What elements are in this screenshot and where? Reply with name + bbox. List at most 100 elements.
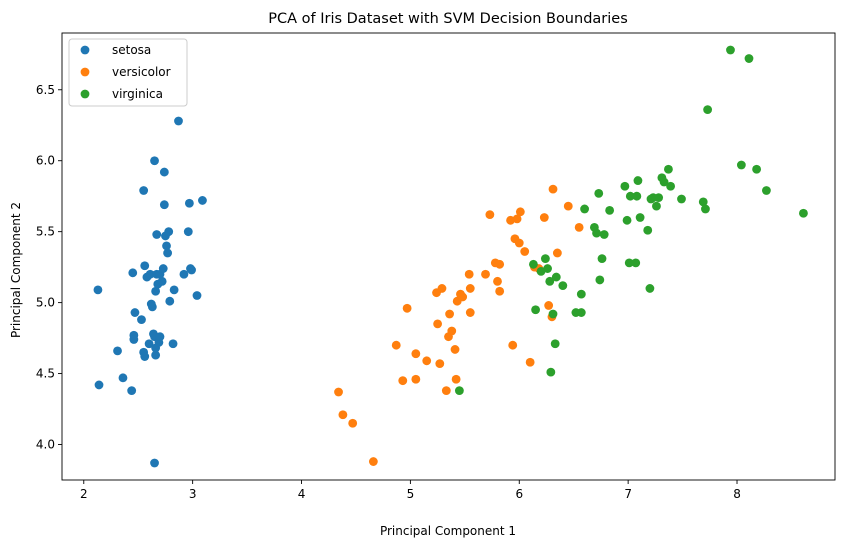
data-point-setosa bbox=[159, 167, 169, 177]
data-point-virginica bbox=[592, 228, 601, 238]
x-tick-label: 3 bbox=[189, 487, 197, 501]
data-point-virginica bbox=[645, 284, 655, 293]
data-point-virginica bbox=[597, 254, 607, 264]
data-point-versicolor bbox=[411, 374, 421, 384]
data-point-setosa bbox=[130, 308, 140, 317]
data-point-setosa bbox=[184, 198, 194, 208]
legend-label-versicolor: versicolor bbox=[112, 65, 171, 79]
y-tick-label: 4.5 bbox=[36, 367, 55, 381]
series-virginica bbox=[454, 45, 808, 395]
data-point-virginica bbox=[752, 164, 762, 174]
data-point-setosa bbox=[113, 346, 122, 356]
data-point-virginica bbox=[799, 208, 808, 218]
data-point-virginica bbox=[726, 45, 735, 55]
data-point-virginica bbox=[701, 204, 710, 214]
data-point-versicolor bbox=[506, 215, 515, 225]
data-point-virginica bbox=[454, 386, 464, 395]
data-point-virginica bbox=[551, 272, 561, 282]
data-point-versicolor bbox=[548, 184, 558, 194]
data-point-setosa bbox=[93, 285, 103, 295]
data-point-virginica bbox=[654, 193, 664, 203]
data-point-virginica bbox=[558, 281, 568, 290]
data-point-versicolor bbox=[552, 248, 562, 258]
data-point-versicolor bbox=[464, 269, 474, 279]
data-point-virginica bbox=[546, 367, 556, 377]
data-point-virginica bbox=[677, 194, 686, 204]
data-point-virginica bbox=[652, 201, 661, 211]
data-point-virginica bbox=[635, 213, 645, 222]
data-point-virginica bbox=[550, 339, 560, 349]
data-point-versicolor bbox=[422, 356, 432, 366]
data-point-setosa bbox=[174, 116, 183, 126]
data-point-setosa bbox=[165, 296, 175, 306]
data-point-virginica bbox=[633, 176, 643, 185]
data-point-versicolor bbox=[338, 410, 348, 420]
data-point-setosa bbox=[151, 350, 161, 360]
data-point-virginica bbox=[529, 259, 538, 269]
data-point-versicolor bbox=[391, 340, 401, 350]
x-tick-label: 8 bbox=[733, 487, 741, 501]
legend-marker-versicolor bbox=[80, 67, 90, 77]
data-point-versicolor bbox=[348, 418, 358, 428]
data-point-virginica bbox=[736, 160, 746, 170]
data-point-virginica bbox=[599, 230, 609, 239]
data-point-versicolor bbox=[539, 213, 549, 222]
data-point-virginica bbox=[622, 215, 632, 225]
data-point-setosa bbox=[164, 227, 174, 237]
data-point-setosa bbox=[129, 335, 139, 344]
data-point-virginica bbox=[698, 197, 708, 207]
legend-marker-virginica bbox=[80, 89, 90, 99]
data-point-virginica bbox=[762, 186, 771, 195]
data-point-setosa bbox=[159, 200, 169, 210]
x-tick-label: 4 bbox=[298, 487, 306, 501]
legend-label-setosa: setosa bbox=[112, 43, 151, 57]
data-point-virginica bbox=[548, 309, 558, 319]
data-point-setosa bbox=[127, 386, 137, 395]
y-axis-label: Principal Component 2 bbox=[9, 202, 23, 338]
data-point-virginica bbox=[545, 276, 555, 286]
legend-label-virginica: virginica bbox=[112, 87, 163, 101]
data-point-versicolor bbox=[465, 308, 475, 317]
x-axis: 2 3 4 5 6 7 8 bbox=[80, 480, 741, 501]
y-tick-label: 4.0 bbox=[36, 438, 55, 452]
data-point-virginica bbox=[625, 191, 635, 201]
y-tick-label: 5.0 bbox=[36, 296, 55, 310]
data-point-setosa bbox=[150, 458, 159, 468]
data-point-setosa bbox=[162, 241, 171, 251]
y-tick-label: 6.5 bbox=[36, 83, 55, 97]
data-point-virginica bbox=[620, 181, 630, 191]
data-point-setosa bbox=[144, 339, 154, 349]
data-point-setosa bbox=[152, 230, 162, 239]
data-point-versicolor bbox=[481, 269, 490, 279]
data-point-versicolor bbox=[402, 303, 412, 313]
data-point-versicolor bbox=[445, 309, 454, 319]
data-point-virginica bbox=[659, 177, 669, 187]
data-point-versicolor bbox=[514, 238, 524, 248]
data-point-virginica bbox=[543, 264, 552, 273]
data-point-versicolor bbox=[437, 284, 447, 293]
y-tick-label: 6.0 bbox=[36, 154, 55, 168]
data-point-setosa bbox=[155, 332, 165, 342]
legend-marker-setosa bbox=[80, 45, 90, 55]
y-tick-label: 5.5 bbox=[36, 225, 55, 239]
data-point-setosa bbox=[140, 352, 150, 361]
data-point-setosa bbox=[140, 261, 150, 271]
data-point-versicolor bbox=[411, 349, 421, 359]
data-point-virginica bbox=[595, 275, 605, 285]
data-point-versicolor bbox=[465, 284, 475, 293]
data-point-versicolor bbox=[398, 376, 408, 386]
data-point-versicolor bbox=[493, 276, 502, 286]
data-point-setosa bbox=[94, 380, 104, 390]
data-point-versicolor bbox=[433, 319, 443, 329]
plot-area bbox=[93, 45, 808, 468]
y-axis: 4.0 4.5 5.0 5.5 6.0 6.5 bbox=[36, 83, 62, 452]
data-point-setosa bbox=[192, 291, 202, 300]
data-point-versicolor bbox=[495, 286, 505, 296]
data-point-setosa bbox=[163, 248, 173, 258]
x-axis-label: Principal Component 1 bbox=[380, 524, 516, 538]
data-point-virginica bbox=[703, 105, 713, 115]
data-point-virginica bbox=[664, 164, 673, 174]
plot-frame bbox=[61, 32, 836, 481]
data-point-setosa bbox=[128, 268, 138, 278]
